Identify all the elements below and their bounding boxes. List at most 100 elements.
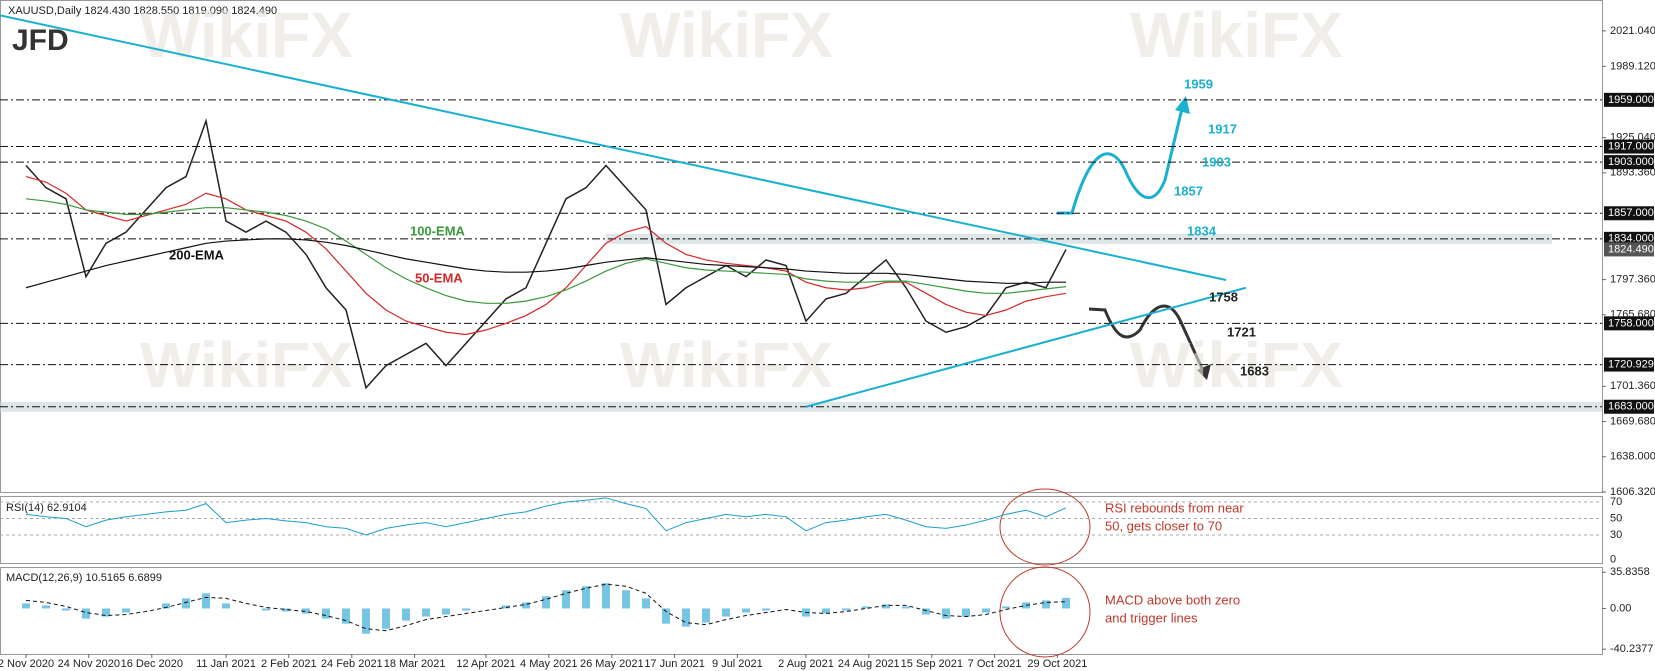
- macd-bar: [102, 608, 110, 617]
- level-label: 1903.000: [1608, 156, 1654, 168]
- annotation: 1959: [1184, 76, 1213, 91]
- macd-bar: [742, 608, 750, 613]
- macd-bar: [342, 608, 350, 624]
- level-box: [1604, 231, 1654, 246]
- arrow-head: [1197, 364, 1211, 380]
- macd-bar: [202, 593, 210, 609]
- ema-line: [25, 175, 1067, 336]
- arrow-head: [1175, 96, 1190, 114]
- macd-frame: [0, 567, 1603, 655]
- macd-bar: [282, 608, 290, 612]
- bull-scenario: [1057, 99, 1186, 215]
- level-label: 1834.000: [1608, 233, 1654, 245]
- x-tick-label: 15 Sep 2021: [901, 658, 963, 670]
- macd-bar: [582, 586, 590, 609]
- y-tick-label: 1606.320: [1610, 486, 1655, 498]
- rsi-note: 50, gets closer to 70: [1105, 518, 1222, 533]
- current-box: [1604, 242, 1654, 257]
- macd-bar: [122, 608, 130, 613]
- rsi-tick-label: 0: [1610, 554, 1616, 566]
- macd-bar: [1042, 600, 1050, 609]
- macd-bar: [262, 608, 270, 611]
- y-tick-label: 1797.360: [1610, 273, 1655, 285]
- macd-tick-label: 35.8358: [1610, 566, 1650, 578]
- annotation: 1721: [1227, 324, 1256, 339]
- x-tick-label: 24 Aug 2021: [838, 658, 900, 670]
- x-tick-label: 4 May 2021: [520, 658, 577, 670]
- y-tick-label: 1701.360: [1610, 380, 1655, 392]
- level-label: 1758.000: [1608, 317, 1654, 329]
- macd-note: and trigger lines: [1105, 610, 1198, 625]
- rsi-tick-label: 70: [1610, 496, 1622, 508]
- macd-circle: [999, 566, 1091, 658]
- macd-bar: [42, 605, 50, 609]
- annotation: 1683: [1240, 363, 1269, 378]
- macd-bar: [82, 608, 90, 619]
- watermark: WikiFX: [1130, 0, 1343, 71]
- ema-line: [25, 198, 1067, 304]
- rsi-circle: [999, 488, 1091, 566]
- level-box: [1604, 92, 1654, 107]
- macd-bar: [222, 603, 230, 609]
- header: XAUUSD,Daily 1824.430 1828.550 1819.090 …: [8, 5, 277, 17]
- macd-bar: [722, 608, 730, 617]
- macd-bar: [622, 590, 630, 609]
- macd-bar: [922, 608, 930, 615]
- y-tick-label: 1669.680: [1610, 415, 1655, 427]
- macd-bar: [422, 608, 430, 617]
- rsi-tick-label: 50: [1610, 512, 1622, 524]
- price-frame: [0, 0, 1603, 493]
- level-label: 1959.000: [1608, 94, 1654, 106]
- macd-bar: [382, 608, 390, 629]
- x-tick-label: 24 Feb 2021: [321, 658, 383, 670]
- macd-bar: [902, 606, 910, 609]
- macd-bar: [982, 608, 990, 613]
- macd-bar: [762, 608, 770, 611]
- trendline: [805, 286, 1247, 408]
- rsi-frame: [0, 496, 1603, 564]
- macd-bar: [822, 608, 830, 614]
- macd-tick-label: -40.2377: [1610, 643, 1653, 655]
- macd-bar: [542, 596, 550, 609]
- level-label: 1683.000: [1608, 401, 1654, 413]
- level-label: 1720.929: [1608, 358, 1654, 370]
- macd-bar: [522, 602, 530, 609]
- level-label: 1857.000: [1608, 207, 1654, 219]
- x-tick-label: 7 Oct 2021: [968, 658, 1022, 670]
- macd-tick-label: 0.00: [1610, 602, 1631, 614]
- x-tick-label: 2 Nov 2020: [0, 658, 54, 670]
- macd-bar: [882, 604, 890, 609]
- macd-bar: [62, 608, 70, 611]
- annotation: 1857: [1174, 183, 1203, 198]
- level-box: [1604, 206, 1654, 221]
- macd-bar: [442, 608, 450, 615]
- macd-bar: [462, 608, 470, 611]
- macd-bar: [1002, 606, 1010, 609]
- ema-label: 100-EMA: [410, 223, 466, 238]
- watermark: WikiFX: [140, 0, 353, 71]
- level-label: 1917.000: [1608, 140, 1654, 152]
- macd-bar: [662, 608, 670, 624]
- macd-bar: [842, 608, 850, 611]
- x-tick-label: 9 Jul 2021: [712, 658, 763, 670]
- signal-line: [25, 583, 1067, 632]
- macd-bar: [562, 590, 570, 609]
- rsi-tick-label: 30: [1610, 529, 1622, 541]
- macd-bar: [702, 608, 710, 623]
- macd-bar: [642, 598, 650, 609]
- x-tick-label: 2 Feb 2021: [261, 658, 317, 670]
- macd-note: MACD above both zero: [1105, 592, 1240, 607]
- macd-bar: [362, 608, 370, 634]
- level-box: [1604, 155, 1654, 170]
- logo: JFD: [12, 24, 69, 57]
- macd-bar: [962, 608, 970, 617]
- macd-bar: [942, 608, 950, 619]
- x-tick-label: 26 May 2021: [580, 658, 644, 670]
- macd-bar: [1062, 597, 1070, 609]
- macd-bar: [862, 606, 870, 609]
- watermark: WikiFX: [620, 0, 833, 71]
- x-tick-label: 17 Jun 2021: [644, 658, 705, 670]
- x-tick-label: 2 Aug 2021: [778, 658, 834, 670]
- y-tick-label: 1989.120: [1610, 60, 1655, 72]
